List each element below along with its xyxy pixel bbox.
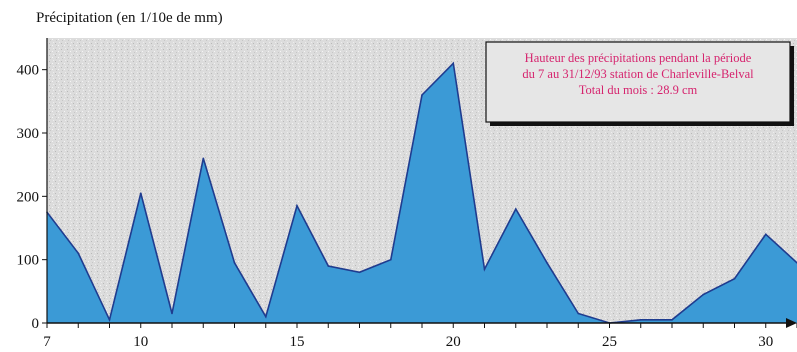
data-point <box>171 312 173 315</box>
data-point <box>515 208 517 210</box>
x-tick-label: 25 <box>602 334 617 350</box>
data-point <box>483 268 486 271</box>
data-point <box>577 312 580 315</box>
annotation-box: Hauteur des précipitations pendant la pé… <box>485 41 794 126</box>
y-tick-label: 100 <box>17 253 40 269</box>
y-tick-label: 400 <box>17 63 40 79</box>
x-tick-label: 7 <box>43 334 51 350</box>
annotation-line-2: du 7 au 31/12/93 station de Charleville-… <box>522 67 754 81</box>
x-axis-arrow-icon <box>786 318 797 328</box>
x-tick-label: 10 <box>133 334 148 350</box>
area-series-layer <box>46 61 797 324</box>
data-point <box>108 319 111 321</box>
data-point <box>671 319 673 321</box>
x-axis-ticks: 7 10 15 20 25 30 <box>43 323 797 350</box>
x-tick-label: 15 <box>290 334 305 350</box>
data-point <box>358 271 361 274</box>
x-tick-label: 20 <box>446 334 461 350</box>
data-point <box>77 252 80 255</box>
data-point <box>265 315 267 318</box>
y-axis-title: Précipitation (en 1/10e de mm) <box>36 10 223 26</box>
y-tick-label: 200 <box>17 189 40 205</box>
y-axis-ticks: 0 100 200 300 400 <box>17 63 47 332</box>
y-tick-label: 0 <box>32 316 40 332</box>
data-point <box>640 319 642 321</box>
x-tick-label: 30 <box>758 334 773 350</box>
annotation-frame <box>485 41 791 123</box>
data-point <box>233 262 236 264</box>
data-point <box>733 277 736 280</box>
annotation-line-1: Hauteur des précipitations pendant la pé… <box>525 51 752 65</box>
data-point <box>296 205 298 207</box>
annotation-line-3: Total du mois : 28.9 cm <box>579 83 698 97</box>
data-point <box>390 258 392 261</box>
data-point <box>421 94 423 96</box>
data-point <box>452 62 455 65</box>
data-point <box>327 265 330 267</box>
data-point <box>702 293 705 296</box>
y-tick-label: 300 <box>17 126 40 142</box>
data-point <box>140 192 142 194</box>
data-point <box>202 157 205 160</box>
data-point <box>765 233 767 236</box>
data-point <box>546 262 548 264</box>
precipitation-area <box>47 63 797 324</box>
